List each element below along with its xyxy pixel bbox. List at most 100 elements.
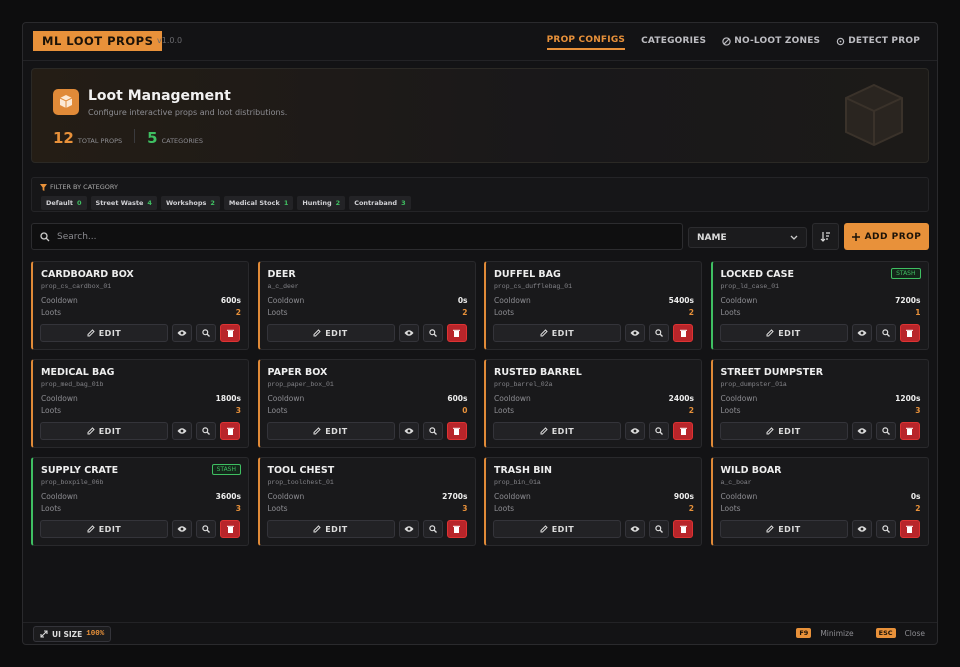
add-prop-button[interactable]: ADD PROP <box>844 223 929 250</box>
edit-button[interactable]: EDIT <box>266 520 395 538</box>
prop-card: DUFFEL BAG prop_cs_dufflebag_01 Cooldown… <box>484 261 702 350</box>
loots-value: 0 <box>462 406 468 415</box>
locate-button[interactable] <box>875 324 896 342</box>
locate-button[interactable] <box>875 422 896 440</box>
hero-title: Loot Management <box>88 88 231 104</box>
view-button[interactable] <box>172 324 192 342</box>
locate-button[interactable] <box>196 324 216 342</box>
edit-label: EDIT <box>325 426 348 436</box>
loots-value: 3 <box>462 504 468 513</box>
sort-direction-button[interactable] <box>812 223 839 250</box>
chip-count: 3 <box>401 199 406 207</box>
chip-name: Medical Stock <box>228 199 280 207</box>
view-button[interactable] <box>851 324 872 342</box>
delete-button[interactable] <box>446 520 467 538</box>
field-label: Loots <box>720 504 741 513</box>
loots-row: Loots 2 <box>494 504 694 513</box>
prop-code: prop_boxpile_06b <box>41 479 104 486</box>
field-label: Cooldown <box>720 492 758 501</box>
chip-name: Contraband <box>354 199 398 207</box>
view-button[interactable] <box>851 422 872 440</box>
field-label: Cooldown <box>267 296 305 305</box>
edit-button[interactable]: EDIT <box>719 520 848 538</box>
edit-button[interactable]: EDIT <box>266 324 395 342</box>
delete-button[interactable] <box>220 324 240 342</box>
separator <box>134 129 136 143</box>
view-button[interactable] <box>172 422 192 440</box>
category-chip[interactable]: Workshops 2 <box>160 196 220 210</box>
delete-button[interactable] <box>899 520 920 538</box>
locate-button[interactable] <box>649 520 669 538</box>
delete-button[interactable] <box>446 324 467 342</box>
locate-button[interactable] <box>422 324 443 342</box>
delete-button[interactable] <box>899 422 920 440</box>
edit-button[interactable]: EDIT <box>40 422 168 440</box>
loots-value: 1 <box>915 308 921 317</box>
cooldown-row: Cooldown 1800s <box>41 394 241 403</box>
locate-button[interactable] <box>649 422 669 440</box>
locate-button[interactable] <box>875 520 896 538</box>
sort-select[interactable]: NAME <box>688 227 807 248</box>
delete-button[interactable] <box>673 520 693 538</box>
locate-button[interactable] <box>422 520 443 538</box>
prop-code: prop_barrel_02a <box>494 381 553 388</box>
cooldown-value: 600s <box>220 296 241 305</box>
locate-button[interactable] <box>649 324 669 342</box>
edit-button[interactable]: EDIT <box>493 520 621 538</box>
view-button[interactable] <box>625 520 645 538</box>
cooldown-row: Cooldown 0s <box>721 492 921 501</box>
delete-button[interactable] <box>673 422 693 440</box>
edit-button[interactable]: EDIT <box>719 422 848 440</box>
locate-button[interactable] <box>422 422 443 440</box>
edit-button[interactable]: EDIT <box>719 324 848 342</box>
nav-label: NO-LOOT ZONES <box>734 36 821 46</box>
ui-size-button[interactable]: UI SIZE 100% <box>33 626 112 642</box>
delete-button[interactable] <box>446 422 467 440</box>
edit-button[interactable]: EDIT <box>266 422 395 440</box>
loots-value: 2 <box>235 308 241 317</box>
view-button[interactable] <box>398 520 419 538</box>
prop-name: LOCKED CASE <box>720 269 794 280</box>
nav-tab[interactable]: CATEGORIES <box>641 36 707 46</box>
category-chip[interactable]: Default 0 <box>41 196 87 210</box>
edit-button[interactable]: EDIT <box>493 422 621 440</box>
category-chip[interactable]: Medical Stock 1 <box>223 196 294 210</box>
edit-label: EDIT <box>778 426 801 436</box>
locate-button[interactable] <box>196 422 216 440</box>
view-button[interactable] <box>625 422 645 440</box>
nav-tab[interactable]: NO-LOOT ZONES <box>722 35 820 50</box>
prop-code: prop_ld_case_01 <box>720 283 780 290</box>
nav-tab[interactable]: PROP CONFIGS <box>546 35 626 50</box>
field-label: Cooldown <box>41 492 78 501</box>
view-button[interactable] <box>398 422 419 440</box>
edit-button[interactable]: EDIT <box>40 520 168 538</box>
delete-button[interactable] <box>220 422 240 440</box>
nav-tab[interactable]: DETECT PROP <box>836 35 920 50</box>
category-chip[interactable]: Contraband 3 <box>349 196 411 210</box>
search-input[interactable]: Search... <box>31 223 683 250</box>
cooldown-value: 900s <box>673 492 694 501</box>
prop-code: prop_bin_01a <box>494 479 541 486</box>
category-chip[interactable]: Hunting 2 <box>297 196 346 210</box>
view-button[interactable] <box>851 520 872 538</box>
delete-button[interactable] <box>673 324 693 342</box>
view-button[interactable] <box>625 324 645 342</box>
field-label: Cooldown <box>720 296 758 305</box>
filter-label: FILTER BY CATEGORY <box>50 183 118 191</box>
view-button[interactable] <box>172 520 192 538</box>
edit-button[interactable]: EDIT <box>493 324 621 342</box>
delete-button[interactable] <box>899 324 920 342</box>
locate-button[interactable] <box>196 520 216 538</box>
delete-button[interactable] <box>220 520 240 538</box>
stat-value: 12 <box>53 129 74 147</box>
prop-card: MEDICAL BAG prop_med_bag_01b Cooldown 180… <box>31 359 249 448</box>
prop-card: STREET DUMPSTER prop_dumpster_01a Cooldo… <box>710 359 929 448</box>
prop-name: TRASH BIN <box>494 465 552 476</box>
field-label: Loots <box>720 308 741 317</box>
category-chip[interactable]: Street Waste 4 <box>90 196 157 210</box>
edit-button[interactable]: EDIT <box>40 324 168 342</box>
cooldown-value: 0s <box>910 492 921 501</box>
view-button[interactable] <box>398 324 419 342</box>
prop-card: TOOL CHEST prop_toolchest_01 Cooldown 270… <box>257 457 476 546</box>
field-label: Loots <box>267 504 288 513</box>
